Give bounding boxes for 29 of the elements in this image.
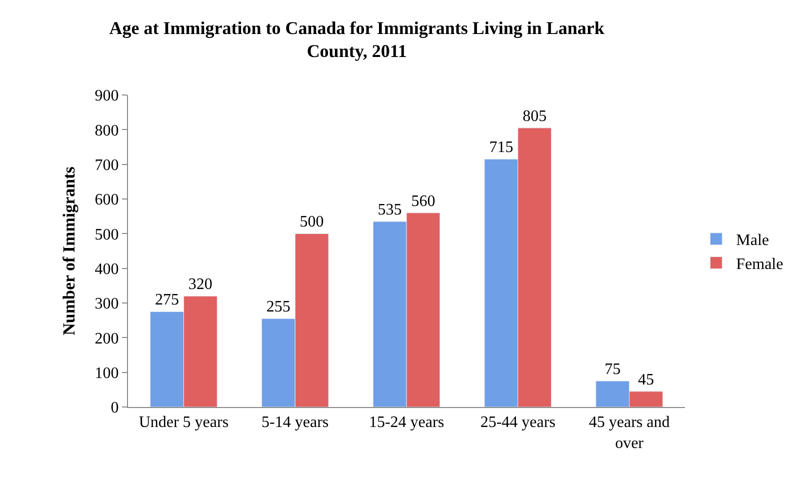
y-tick-label: 800 [94, 122, 119, 140]
data-label: 45 [638, 371, 654, 388]
y-tick-label: 400 [94, 260, 119, 278]
data-label: 500 [300, 214, 324, 231]
y-tick-label: 700 [94, 156, 119, 174]
y-tick-label: 500 [94, 226, 119, 244]
y-tick-label: 300 [94, 296, 119, 313]
chart-title: Age at Immigration to Canada for Immigrants Living in Lanark County, 2011 [109, 18, 604, 62]
y-tick-label: 600 [94, 192, 119, 209]
data-label: 805 [522, 108, 547, 125]
data-label: 320 [188, 276, 212, 294]
legend-label: Female [736, 256, 784, 273]
data-label: 255 [266, 298, 290, 316]
data-label: 535 [378, 202, 402, 219]
x-tick-label: 5-14 years [262, 414, 329, 432]
y-axis-title: Number of Immigrants [59, 166, 78, 336]
y-tick-label: 200 [94, 330, 119, 348]
data-label: 275 [154, 292, 179, 309]
x-tick-label: 25-44 years [480, 414, 556, 432]
y-tick-label: 900 [94, 88, 119, 105]
x-tick-label: 15-24 years [368, 414, 444, 432]
data-label: 75 [604, 361, 621, 378]
y-tick-label: 0 [110, 400, 119, 417]
y-tick-label: 100 [94, 364, 119, 382]
data-label: 715 [489, 139, 514, 156]
x-tick-label: 45 years and over [588, 414, 670, 452]
x-tick-label: Under 5 years [138, 414, 229, 432]
data-label: 560 [411, 192, 436, 210]
legend-label: Male [736, 232, 770, 250]
